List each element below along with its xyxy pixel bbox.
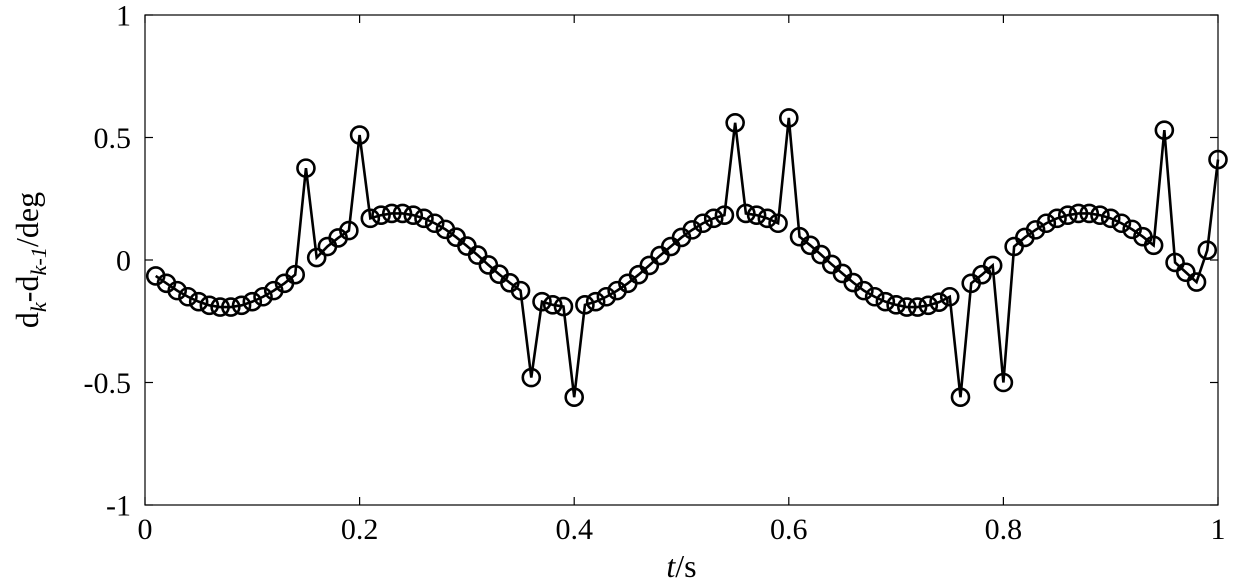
svg-text:0.8: 0.8 <box>985 513 1023 546</box>
svg-text:1: 1 <box>116 0 131 33</box>
plot-background <box>145 15 1218 505</box>
svg-text:t/s: t/s <box>666 548 696 584</box>
svg-text:1: 1 <box>1211 513 1226 546</box>
svg-text:-0.5: -0.5 <box>84 367 132 400</box>
svg-text:dk-dk-1/deg: dk-dk-1/deg <box>9 192 51 328</box>
y-axis-title: dk-dk-1/deg <box>9 192 51 328</box>
svg-text:0.5: 0.5 <box>94 122 132 155</box>
svg-text:0: 0 <box>116 245 131 278</box>
svg-text:0.4: 0.4 <box>555 513 593 546</box>
svg-text:-1: -1 <box>106 490 131 523</box>
svg-text:0.6: 0.6 <box>770 513 808 546</box>
x-axis-title: t/s <box>666 548 696 584</box>
svg-text:0.2: 0.2 <box>341 513 379 546</box>
difference-signal-chart: 0 0.2 0.4 0.6 0.8 1 -1 -0.5 0 0.5 1 t/s dk-dk-1/d… <box>0 0 1240 585</box>
svg-text:0: 0 <box>138 513 153 546</box>
